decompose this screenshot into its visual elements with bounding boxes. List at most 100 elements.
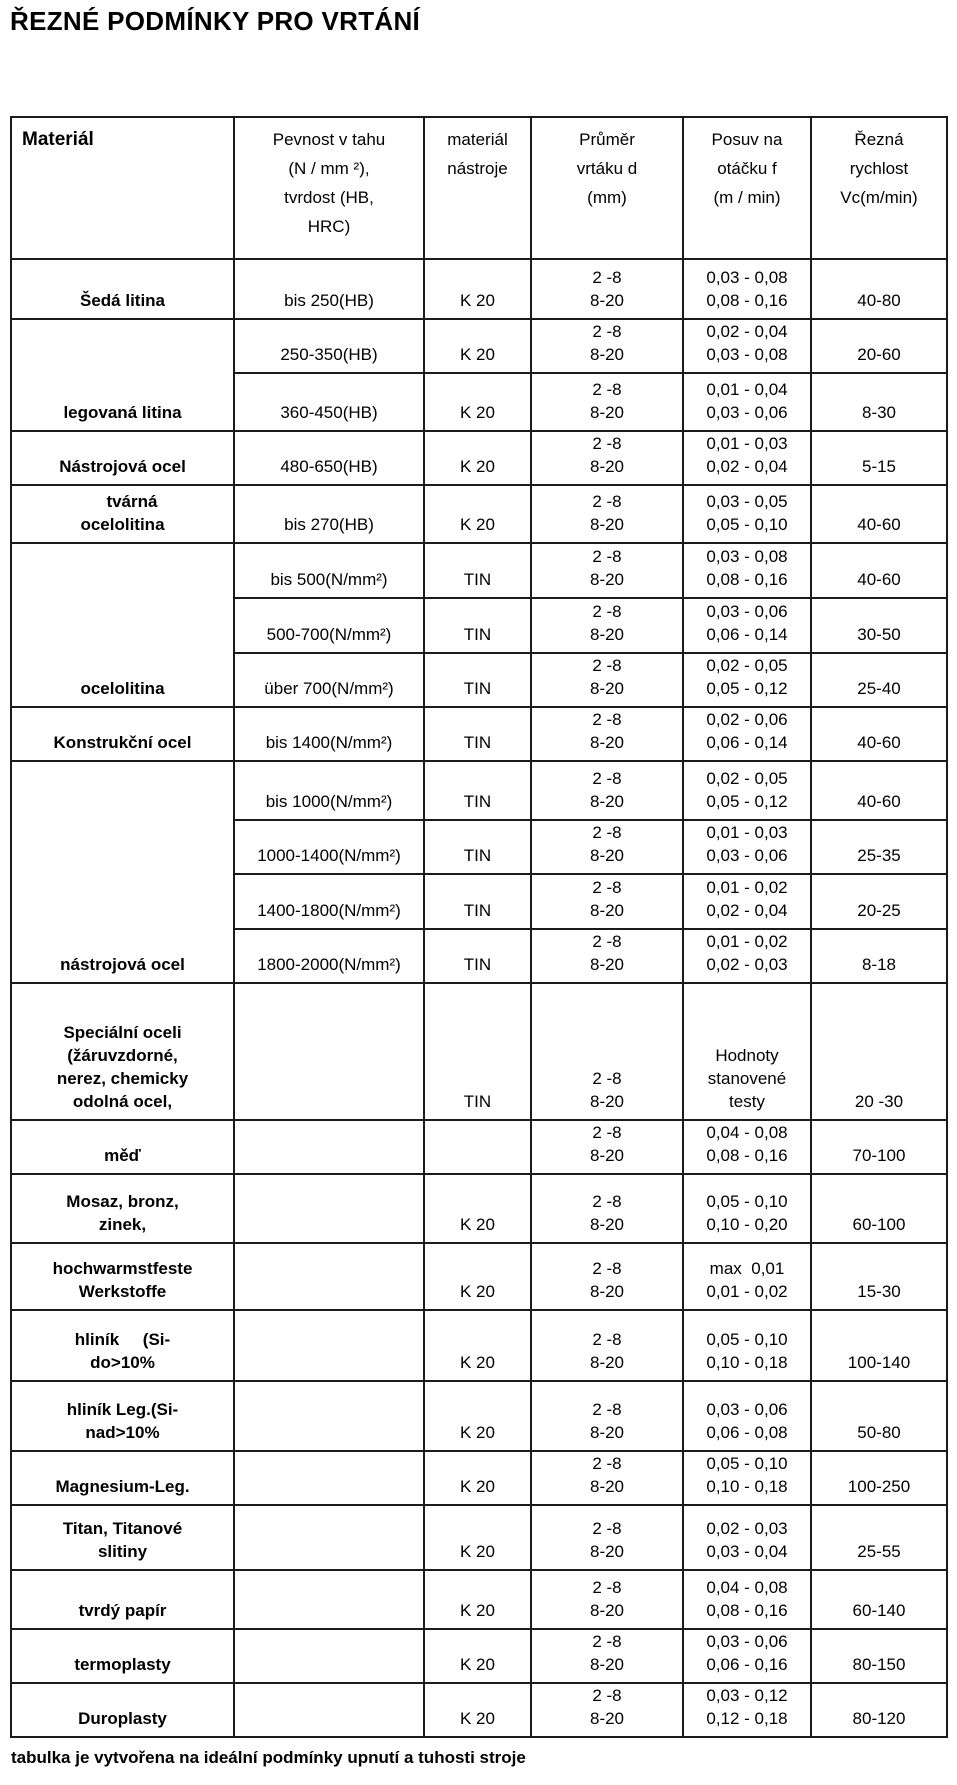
diameter-cell: 2 -8 8-20 xyxy=(530,760,684,821)
strength-cell xyxy=(233,1628,425,1684)
strength-cell xyxy=(233,1569,425,1630)
material-cell: Magnesium-Leg. xyxy=(10,1450,235,1506)
material-cell: ocelolitina xyxy=(10,542,235,708)
table-row: 500-700(N/mm²) TIN 2 -8 8-20 0,03 - 0,06 0,… xyxy=(11,597,948,654)
strength-cell: bis 1000(N/mm²) xyxy=(233,760,425,821)
material-cell: Konstrukční ocel xyxy=(10,706,235,762)
material-cell: tvrdý papír xyxy=(10,1569,235,1630)
tool-cell: K 20 xyxy=(423,1628,532,1684)
table-row: Šedá litina bis 250(HB) K 20 2 -8 8-20 0,03 … xyxy=(10,258,948,320)
material-cell: hochwarmstfeste Werkstoffe xyxy=(10,1242,235,1311)
diameter-cell: 2 -8 8-20 xyxy=(530,1309,684,1382)
material-cell: Titan, Titanové slitiny xyxy=(10,1504,235,1571)
header-cutting-speed: Řezná rychlost Vc(m/min) xyxy=(810,116,948,260)
table-row: Duroplasty K 20 2 -8 8-20 0,03 - 0,12 0,12 … xyxy=(10,1682,948,1738)
diameter-cell: 2 -8 8-20 xyxy=(530,542,684,599)
strength-cell: 360-450(HB) xyxy=(233,372,425,432)
speed-cell: 40-60 xyxy=(810,484,948,544)
strength-cell xyxy=(233,982,425,1121)
feed-cell: 0,03 - 0,12 0,12 - 0,18 xyxy=(682,1682,812,1738)
speed-cell: 20-25 xyxy=(810,873,948,930)
strength-cell xyxy=(233,1173,425,1244)
speed-cell: 8-18 xyxy=(810,928,948,984)
speed-cell: 100-140 xyxy=(810,1309,948,1382)
tool-cell: K 20 xyxy=(423,1682,532,1738)
header-material: Materiál xyxy=(10,116,235,260)
tool-cell: K 20 xyxy=(423,1173,532,1244)
speed-cell: 8-30 xyxy=(810,372,948,432)
strength-cell: bis 1400(N/mm²) xyxy=(233,706,425,762)
footer-note: tabulka je vytvořena na ideální podmínky… xyxy=(11,1748,526,1767)
diameter-cell: 2 -8 8-20 xyxy=(530,1119,684,1175)
feed-cell: 0,04 - 0,08 0,08 - 0,16 xyxy=(682,1569,812,1630)
table-row: tvárná ocelolitina bis 270(HB) K 20 2 -8 8-… xyxy=(10,484,948,544)
tool-cell: K 20 xyxy=(423,1450,532,1506)
feed-cell: 0,03 - 0,06 0,06 - 0,14 xyxy=(682,597,812,654)
tool-cell: K 20 xyxy=(423,484,532,544)
header-row: Materiál Pevnost v tahu (N / mm ²), tvrd… xyxy=(10,116,948,260)
diameter-cell: 2 -8 8-20 xyxy=(530,1569,684,1630)
table-row: 360-450(HB) K 20 2 -8 8-20 0,01 - 0,04 0,03… xyxy=(11,372,948,432)
feed-cell: 0,01 - 0,03 0,02 - 0,04 xyxy=(682,430,812,486)
table-row: tvrdý papír K 20 2 -8 8-20 0,04 - 0,08 0,08… xyxy=(10,1569,948,1630)
feed-cell: 0,03 - 0,08 0,08 - 0,16 xyxy=(682,258,812,320)
speed-cell: 40-60 xyxy=(810,706,948,762)
strength-cell: 1800-2000(N/mm²) xyxy=(233,928,425,984)
strength-cell xyxy=(233,1119,425,1175)
diameter-cell: 2 -8 8-20 xyxy=(530,1682,684,1738)
table-row: hliník (Si- do>10% K 20 2 -8 8-20 0,05 - 0,… xyxy=(10,1309,948,1382)
strength-cell: bis 270(HB) xyxy=(233,484,425,544)
tool-cell: K 20 xyxy=(423,372,532,432)
tool-cell: TIN xyxy=(423,542,532,599)
material-cell: Nástrojová ocel xyxy=(10,430,235,486)
table-row: měď 2 -8 8-20 0,04 - 0,08 0,08 - 0,16 70-10… xyxy=(10,1119,948,1175)
strength-cell: 500-700(N/mm²) xyxy=(233,597,425,654)
feed-cell: 0,03 - 0,06 0,06 - 0,16 xyxy=(682,1628,812,1684)
material-cell: legovaná litina xyxy=(10,318,235,432)
diameter-cell: 2 -8 8-20 xyxy=(530,258,684,320)
strength-cell: über 700(N/mm²) xyxy=(233,652,425,708)
speed-cell: 50-80 xyxy=(810,1380,948,1452)
feed-cell: Hodnoty stanovené testy xyxy=(682,982,812,1121)
table-body: Šedá litina bis 250(HB) K 20 2 -8 8-20 0,03 … xyxy=(10,258,948,1738)
strength-cell xyxy=(233,1380,425,1452)
table-row: Konstrukční ocel bis 1400(N/mm²) TIN 2 -8 8… xyxy=(10,706,948,762)
material-cell: termoplasty xyxy=(10,1628,235,1684)
table-row: 1800-2000(N/mm²) TIN 2 -8 8-20 0,01 - 0,02 … xyxy=(11,928,948,984)
page-title: ŘEZNÉ PODMÍNKY PRO VRTÁNÍ xyxy=(10,6,421,36)
feed-cell: 0,01 - 0,03 0,03 - 0,06 xyxy=(682,819,812,875)
feed-cell: 0,01 - 0,02 0,02 - 0,04 xyxy=(682,873,812,930)
diameter-cell: 2 -8 8-20 xyxy=(530,873,684,930)
table-row: Titan, Titanové slitiny K 20 2 -8 8-20 0,02… xyxy=(10,1504,948,1571)
diameter-cell: 2 -8 8-20 xyxy=(530,1450,684,1506)
feed-cell: 0,04 - 0,08 0,08 - 0,16 xyxy=(682,1119,812,1175)
material-cell: měď xyxy=(10,1119,235,1175)
tool-cell: TIN xyxy=(423,819,532,875)
diameter-cell: 2 -8 8-20 xyxy=(530,1173,684,1244)
strength-cell xyxy=(233,1242,425,1311)
feed-cell: 0,01 - 0,04 0,03 - 0,06 xyxy=(682,372,812,432)
table-row: 1000-1400(N/mm²) TIN 2 -8 8-20 0,01 - 0,03 … xyxy=(11,819,948,875)
speed-cell: 40-60 xyxy=(810,542,948,599)
feed-cell: 0,05 - 0,10 0,10 - 0,18 xyxy=(682,1309,812,1382)
material-cell: hliník Leg.(Si- nad>10% xyxy=(10,1380,235,1452)
speed-cell: 40-60 xyxy=(810,760,948,821)
diameter-cell: 2 -8 8-20 xyxy=(530,1242,684,1311)
tool-cell: K 20 xyxy=(423,1309,532,1382)
speed-cell: 5-15 xyxy=(810,430,948,486)
feed-cell: 0,02 - 0,04 0,03 - 0,08 xyxy=(682,318,812,374)
material-cell: Duroplasty xyxy=(10,1682,235,1738)
strength-cell: 250-350(HB) xyxy=(233,318,425,374)
diameter-cell: 2 -8 8-20 xyxy=(530,1628,684,1684)
strength-cell: bis 500(N/mm²) xyxy=(233,542,425,599)
strength-cell: 1000-1400(N/mm²) xyxy=(233,819,425,875)
diameter-cell: 2 -8 8-20 xyxy=(530,597,684,654)
speed-cell: 100-250 xyxy=(810,1450,948,1506)
feed-cell: 0,01 - 0,02 0,02 - 0,03 xyxy=(682,928,812,984)
speed-cell: 25-35 xyxy=(810,819,948,875)
material-cell: hliník (Si- do>10% xyxy=(10,1309,235,1382)
strength-cell xyxy=(233,1504,425,1571)
table-row: 1400-1800(N/mm²) TIN 2 -8 8-20 0,01 - 0,02 … xyxy=(11,873,948,930)
tool-cell: K 20 xyxy=(423,1380,532,1452)
speed-cell: 80-150 xyxy=(810,1628,948,1684)
